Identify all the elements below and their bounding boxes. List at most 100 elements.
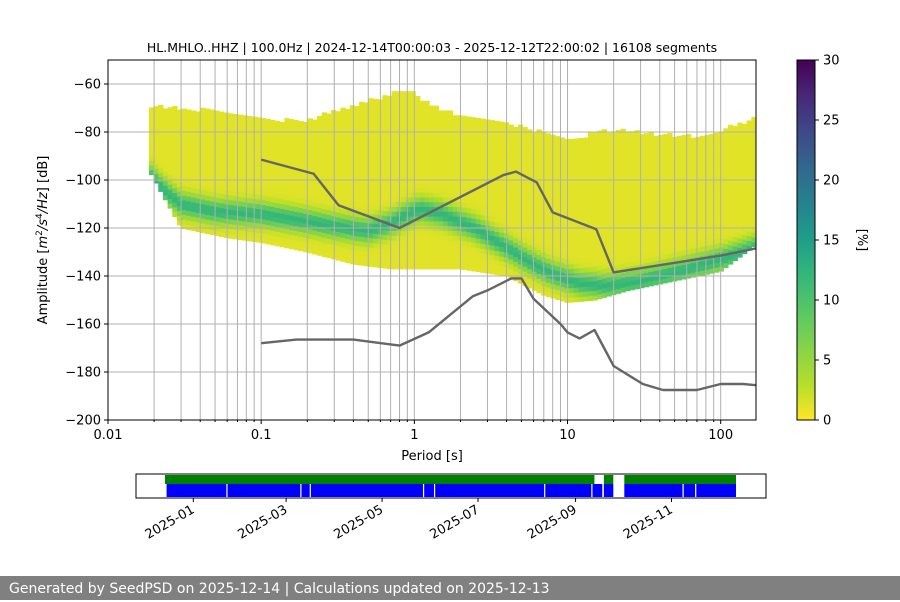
heatmap-cell — [699, 135, 706, 142]
heatmap-cell — [387, 249, 393, 255]
heatmap-cell — [326, 166, 332, 172]
heatmap-cell — [261, 127, 267, 134]
heatmap-cell — [223, 141, 229, 147]
heatmap-cell — [592, 184, 598, 191]
heatmap-cell — [606, 214, 612, 220]
heatmap-cell — [471, 189, 477, 195]
heatmap-cell — [704, 211, 710, 218]
heatmap-cell — [275, 135, 281, 141]
heatmap-cell — [443, 182, 449, 188]
heatmap-cell — [289, 200, 295, 207]
heatmap-cell — [331, 143, 337, 149]
heatmap-cell — [606, 281, 612, 287]
heatmap-cell — [545, 166, 552, 173]
heatmap-cell — [531, 247, 538, 253]
heatmap-cell — [699, 222, 706, 228]
heatmap-cell — [373, 257, 379, 263]
heatmap-cell — [354, 230, 360, 237]
heatmap-cell — [391, 148, 398, 155]
heatmap-cell — [466, 154, 472, 161]
heatmap-cell — [363, 179, 370, 185]
heatmap-cell — [200, 117, 206, 123]
heatmap-cell — [405, 235, 412, 241]
heatmap-cell — [643, 229, 650, 235]
heatmap-cell — [583, 214, 589, 220]
heatmap-cell — [601, 167, 608, 174]
heatmap-cell — [578, 181, 584, 187]
heatmap-cell — [695, 213, 701, 219]
heatmap-cell — [704, 235, 710, 242]
heatmap-cell — [597, 183, 603, 189]
heatmap-cell — [279, 145, 285, 152]
heatmap-cell — [275, 221, 281, 228]
heatmap-cell — [340, 122, 346, 128]
heatmap-cell — [489, 244, 496, 251]
heatmap-cell — [438, 110, 444, 116]
heatmap-cell — [340, 179, 346, 186]
heatmap-cell — [209, 152, 215, 159]
heatmap-cell — [639, 215, 645, 222]
heatmap-cell — [615, 226, 622, 232]
heatmap-cell — [629, 270, 636, 276]
heatmap-cell — [517, 153, 524, 159]
heatmap-cell — [298, 169, 304, 175]
heatmap-cell — [573, 229, 580, 236]
heatmap-cell — [606, 233, 612, 239]
heatmap-cell — [522, 131, 528, 138]
heatmap-cell — [634, 211, 640, 218]
heatmap-cell — [190, 220, 197, 227]
heatmap-cell — [153, 115, 159, 122]
heatmap-cell — [741, 243, 748, 250]
heatmap-cell — [204, 195, 211, 201]
heatmap-cell — [704, 173, 710, 179]
heatmap-cell — [573, 282, 580, 288]
heatmap-cell — [438, 139, 444, 145]
heatmap-cell — [527, 206, 533, 212]
heatmap-cell — [578, 286, 584, 293]
heatmap-cell — [307, 147, 313, 153]
heatmap-cell — [373, 252, 379, 258]
heatmap-cell — [527, 158, 533, 164]
heatmap-cell — [433, 249, 440, 255]
heatmap-cell — [326, 127, 332, 134]
heatmap-cell — [307, 233, 313, 239]
colorbar-tick-label: 15 — [823, 234, 840, 249]
heatmap-cell — [653, 164, 659, 171]
heatmap-cell — [242, 201, 248, 208]
heatmap-cell — [620, 181, 626, 187]
heatmap-cell — [746, 130, 752, 136]
heatmap-cell — [218, 159, 225, 165]
heatmap-cell — [653, 179, 659, 185]
heatmap-cell — [359, 125, 365, 132]
heatmap-cell — [167, 112, 173, 118]
heatmap-cell — [419, 206, 426, 212]
heatmap-cell — [359, 207, 365, 213]
heatmap-cell — [587, 285, 594, 292]
heatmap-cell — [527, 244, 533, 251]
heatmap-cell — [592, 242, 598, 248]
heatmap-cell — [615, 216, 622, 222]
heatmap-cell — [303, 227, 309, 233]
heatmap-cell — [317, 154, 323, 160]
heatmap-cell — [405, 163, 412, 169]
heatmap-cell — [321, 246, 327, 253]
heatmap-cell — [331, 124, 337, 130]
heatmap-cell — [606, 223, 612, 230]
heatmap-cell — [438, 182, 444, 188]
heatmap-cell — [368, 127, 374, 133]
heatmap-cell — [741, 200, 748, 207]
heatmap-cell — [321, 237, 327, 243]
heatmap-cell — [405, 196, 412, 203]
heatmap-cell — [685, 181, 692, 188]
heatmap-cell — [349, 254, 355, 260]
heatmap-cell — [289, 181, 295, 187]
heatmap-cell — [172, 125, 178, 131]
heatmap-cell — [433, 230, 440, 236]
heatmap-cell — [508, 211, 514, 217]
heatmap-cell — [204, 132, 211, 139]
heatmap-cell — [190, 201, 197, 208]
heatmap-cell — [625, 132, 631, 138]
heatmap-cell — [312, 220, 318, 226]
heatmap-cell — [317, 245, 323, 251]
